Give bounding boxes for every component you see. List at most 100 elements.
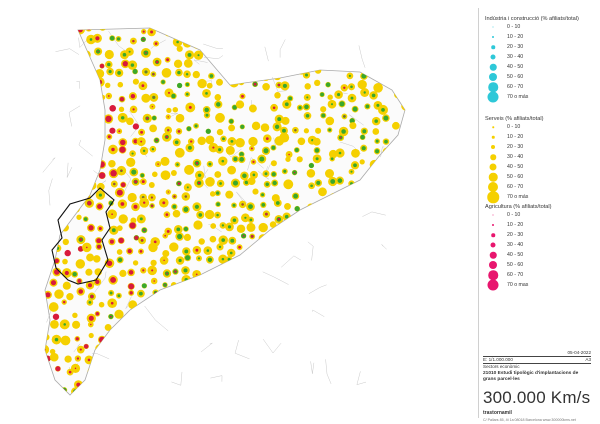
industria-symbol	[406, 183, 411, 188]
serveis-symbol	[303, 343, 310, 350]
industria-symbol	[273, 234, 278, 239]
municipal-border-line	[193, 59, 208, 65]
title-block: 05-04-2022 E: 1/1.000.000 A3 Sectors eco…	[483, 350, 591, 422]
serveis-symbol	[53, 73, 59, 80]
agricultura-symbol	[340, 384, 343, 387]
serveis-symbol	[60, 335, 71, 346]
agricultura-symbol	[397, 61, 400, 64]
serveis-symbol	[176, 45, 183, 52]
industria-symbol	[131, 169, 137, 175]
legend-agricultura-row: 10 - 20	[485, 220, 595, 230]
industria-symbol	[221, 238, 226, 242]
agricultura-symbol	[167, 116, 169, 118]
serveis-symbol	[296, 213, 305, 223]
industria-symbol	[339, 383, 344, 388]
municipal-border-line	[204, 55, 224, 60]
serveis-symbol	[394, 368, 404, 378]
industria-symbol	[97, 346, 102, 351]
serveis-symbol	[205, 391, 214, 395]
industria-symbol	[238, 28, 242, 30]
legend-agricultura-label: 0 - 10	[507, 212, 521, 218]
serveis-symbol	[208, 365, 216, 373]
serveis-symbol	[272, 290, 282, 300]
serveis-symbol	[53, 171, 64, 182]
serveis-symbol	[351, 148, 360, 158]
municipal-border-line	[66, 162, 73, 178]
serveis-symbol	[50, 211, 58, 219]
serveis-symbol	[119, 369, 127, 376]
industria-symbol	[383, 370, 386, 373]
industria-symbol	[262, 28, 268, 34]
serveis-symbol	[303, 128, 310, 134]
agricultura-symbol	[52, 140, 55, 143]
industria-symbol	[364, 347, 369, 352]
industria-symbol	[373, 272, 377, 276]
municipal-border-line	[55, 48, 80, 55]
serveis-symbol	[392, 193, 402, 203]
serveis-symbol	[185, 28, 192, 32]
serveis-symbol	[169, 242, 179, 252]
industria-symbol	[230, 238, 235, 243]
serveis-symbol	[346, 50, 357, 60]
industria-symbol	[233, 157, 238, 162]
industria-symbol	[132, 69, 138, 74]
industria-symbol	[176, 227, 181, 232]
agricultura-symbol	[74, 173, 79, 178]
industria-symbol	[370, 63, 374, 66]
municipal-border-line	[264, 46, 269, 62]
industria-symbol	[350, 359, 354, 363]
tb-date: 05-04-2022	[567, 350, 592, 355]
industria-symbol	[277, 267, 280, 271]
serveis-symbol	[175, 113, 185, 123]
industria-symbol	[370, 347, 377, 353]
serveis-symbol	[292, 367, 303, 377]
industria-symbol	[350, 85, 353, 89]
serveis-symbol	[115, 389, 125, 395]
serveis-symbol	[340, 369, 346, 375]
industria-symbol	[325, 82, 331, 87]
industria-symbol	[351, 272, 355, 276]
industria-symbol	[403, 302, 405, 306]
industria-symbol	[391, 151, 397, 157]
serveis-symbol	[224, 378, 235, 389]
serveis-symbol	[406, 234, 411, 239]
agricultura-symbol	[87, 283, 93, 288]
agricultura-symbol	[143, 390, 146, 393]
serveis-symbol	[258, 39, 266, 47]
agricultura-symbol	[120, 202, 125, 206]
agricultura-symbol	[188, 105, 192, 109]
serveis-symbol	[373, 227, 379, 233]
industria-symbol	[76, 194, 81, 199]
industria-symbol	[208, 162, 212, 166]
industria-symbol	[199, 311, 204, 315]
industria-symbol	[194, 124, 198, 128]
serveis-symbol	[214, 55, 225, 65]
industria-symbol	[139, 217, 143, 221]
serveis-symbol	[104, 354, 112, 361]
serveis-symbol	[391, 345, 399, 353]
industria-symbol	[216, 30, 219, 33]
serveis-symbol	[367, 171, 376, 180]
industria-symbol	[362, 129, 367, 134]
industria-symbol	[260, 268, 264, 272]
industria-symbol	[353, 304, 357, 307]
serveis-symbol	[289, 48, 300, 58]
serveis-symbol	[88, 332, 94, 339]
serveis-symbol	[348, 233, 357, 242]
serveis-symbol	[296, 28, 304, 33]
industria-symbol	[330, 335, 334, 338]
industria-symbol	[186, 186, 189, 189]
serveis-symbol	[63, 194, 71, 202]
industria-symbol	[271, 145, 276, 150]
industria-symbol	[206, 249, 210, 252]
serveis-symbol	[170, 170, 177, 176]
serveis-symbol	[260, 393, 266, 395]
serveis-symbol	[379, 236, 389, 246]
serveis-symbol	[368, 345, 379, 356]
serveis-symbol	[373, 188, 381, 196]
serveis-symbol	[390, 243, 401, 254]
industria-symbol	[297, 28, 303, 32]
serveis-symbol	[219, 391, 228, 395]
serveis-symbol	[172, 106, 179, 113]
serveis-symbol	[303, 225, 314, 236]
